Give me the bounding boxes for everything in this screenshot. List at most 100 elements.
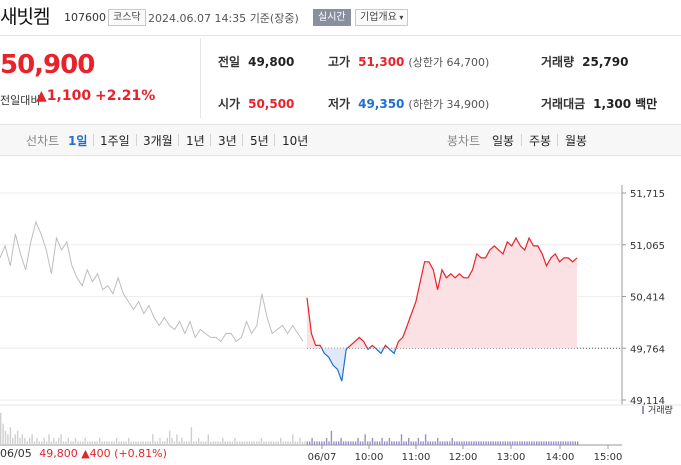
y-tick-label: 51,715	[630, 189, 665, 200]
tab-5y[interactable]: 5년	[250, 134, 269, 148]
volume-bar	[567, 441, 569, 445]
volume-bar	[572, 441, 574, 445]
volume-bar	[190, 427, 193, 445]
volume-bar	[270, 441, 272, 445]
volume-bar	[340, 437, 342, 445]
volume-bar	[359, 441, 362, 445]
volume-bar	[523, 441, 526, 445]
volume-bar	[241, 441, 243, 445]
price-chart[interactable]: 51,715 51,065 50,414 49,764 49,114 06/07 10:0…	[0, 155, 681, 465]
volume-bar	[171, 437, 173, 445]
volume-bar	[427, 441, 429, 445]
volume-bar	[301, 441, 304, 445]
stock-name: 새빗켐	[0, 6, 50, 28]
volume-bar	[115, 437, 118, 445]
volume-legend-swatch	[642, 406, 644, 414]
volume-bar	[388, 437, 391, 445]
footer-change: ▲400	[81, 447, 111, 460]
volume-bar	[393, 441, 395, 445]
volume-bar	[12, 437, 14, 445]
divider	[521, 134, 522, 146]
volume-bar	[478, 441, 480, 445]
volume-bar	[72, 441, 74, 445]
tab-daily[interactable]: 일봉	[492, 134, 515, 148]
volume-bar	[555, 441, 557, 445]
price-change: ▲1,100	[36, 88, 92, 104]
x-tick-label: 06/07	[308, 452, 337, 463]
volume-bar	[38, 441, 40, 445]
stat-amount: 거래대금 1,300 백만	[541, 97, 658, 111]
volume-bar	[309, 441, 311, 445]
volume-bar	[246, 441, 248, 445]
volume-bar	[41, 441, 43, 445]
realtime-button[interactable]: 실시간	[313, 9, 351, 26]
volume-bar	[173, 441, 176, 445]
volume-bar	[33, 441, 36, 445]
volume-bar	[335, 441, 337, 445]
volume-bar	[144, 441, 147, 445]
volume-bar	[258, 441, 260, 445]
volume-bar	[509, 441, 511, 445]
volume-bar	[306, 441, 308, 445]
volume-bar	[574, 441, 576, 445]
volume-bar	[313, 441, 316, 445]
volume-bar	[137, 441, 139, 445]
stock-code: 107600	[64, 11, 106, 24]
volume-bar	[499, 441, 502, 445]
volume-bar	[550, 441, 552, 445]
stat-volume: 거래량 25,790	[541, 55, 629, 69]
volume-bar	[325, 437, 328, 445]
volume-bar	[487, 441, 490, 445]
volume-bar	[456, 441, 458, 445]
tab-1y[interactable]: 1년	[186, 134, 205, 148]
volume-bar	[492, 441, 494, 445]
volume-bar	[287, 441, 289, 445]
volume-bar	[16, 430, 19, 445]
volume-bar	[470, 441, 473, 445]
volume-bar	[198, 437, 200, 445]
volume-bar	[65, 441, 67, 445]
tab-monthly[interactable]: 월봉	[565, 134, 588, 148]
volume-bar	[451, 437, 453, 445]
volume-bar	[415, 441, 417, 445]
tab-10y[interactable]: 10년	[282, 134, 309, 148]
volume-bar	[289, 441, 292, 445]
divider	[210, 134, 211, 146]
volume-bar	[439, 441, 441, 445]
divider	[136, 134, 137, 146]
volume-bar	[507, 441, 509, 445]
volume-bar	[231, 441, 234, 445]
volume-bar	[422, 441, 424, 445]
volume-bar	[29, 437, 31, 445]
footer-pct: (+0.81%)	[114, 447, 167, 460]
volume-bar	[284, 441, 287, 445]
tab-3y[interactable]: 3년	[218, 134, 237, 148]
candle-chart-label: 봉차트	[447, 134, 481, 148]
tab-3m[interactable]: 3개월	[143, 134, 173, 148]
volume-bar	[255, 441, 258, 445]
volume-bar	[45, 441, 48, 445]
volume-bar	[106, 441, 108, 445]
volume-bar	[181, 437, 183, 445]
tab-weekly[interactable]: 주봉	[529, 134, 552, 148]
volume-bar	[569, 441, 572, 445]
volume-bar	[77, 441, 79, 445]
volume-bar	[103, 441, 106, 445]
volume-bar	[577, 441, 579, 445]
volume-bar	[560, 441, 562, 445]
volume-bar	[345, 441, 347, 445]
volume-bar	[371, 437, 374, 445]
tab-1d[interactable]: 1일	[68, 134, 88, 148]
volume-bar	[19, 437, 21, 445]
volume-bar	[318, 441, 321, 445]
volume-bar	[408, 437, 410, 445]
volume-bar	[350, 441, 352, 445]
volume-bar	[521, 441, 523, 445]
company-info-dropdown[interactable]: 기업개요	[355, 9, 409, 26]
volume-bar	[159, 437, 161, 445]
volume-bar	[386, 441, 388, 445]
price-change-pct: +2.21%	[95, 88, 156, 104]
tab-1w[interactable]: 1주일	[100, 134, 130, 148]
volume-bar	[338, 441, 340, 445]
footer-price: 49,800	[39, 447, 78, 460]
